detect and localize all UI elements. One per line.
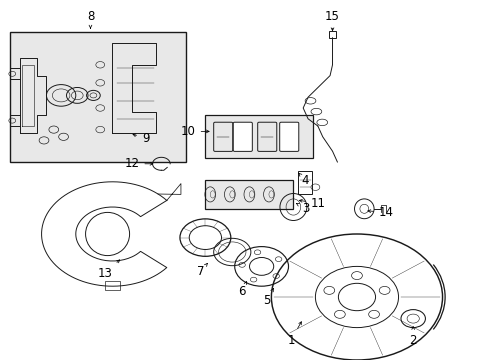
FancyBboxPatch shape: [279, 122, 298, 151]
Text: 15: 15: [325, 10, 339, 31]
Text: 7: 7: [196, 264, 207, 278]
Text: 6: 6: [238, 282, 246, 298]
Text: 13: 13: [98, 260, 120, 280]
Bar: [105, 281, 120, 290]
Bar: [328, 31, 336, 38]
Text: 11: 11: [299, 197, 325, 210]
Text: 9: 9: [133, 132, 149, 145]
Bar: [10, 32, 185, 162]
FancyBboxPatch shape: [233, 122, 252, 151]
Text: 10: 10: [181, 125, 209, 138]
FancyBboxPatch shape: [213, 122, 232, 151]
Text: 14: 14: [367, 206, 393, 219]
Text: 5: 5: [262, 289, 273, 307]
FancyBboxPatch shape: [257, 122, 276, 151]
Bar: [298, 171, 311, 194]
Text: 12: 12: [124, 157, 153, 170]
Text: 2: 2: [408, 327, 416, 347]
Text: 4: 4: [298, 173, 309, 186]
Bar: [205, 180, 293, 209]
Text: 8: 8: [86, 10, 94, 28]
Text: 1: 1: [286, 322, 301, 347]
Text: 3: 3: [296, 202, 309, 215]
Bar: [205, 115, 312, 158]
